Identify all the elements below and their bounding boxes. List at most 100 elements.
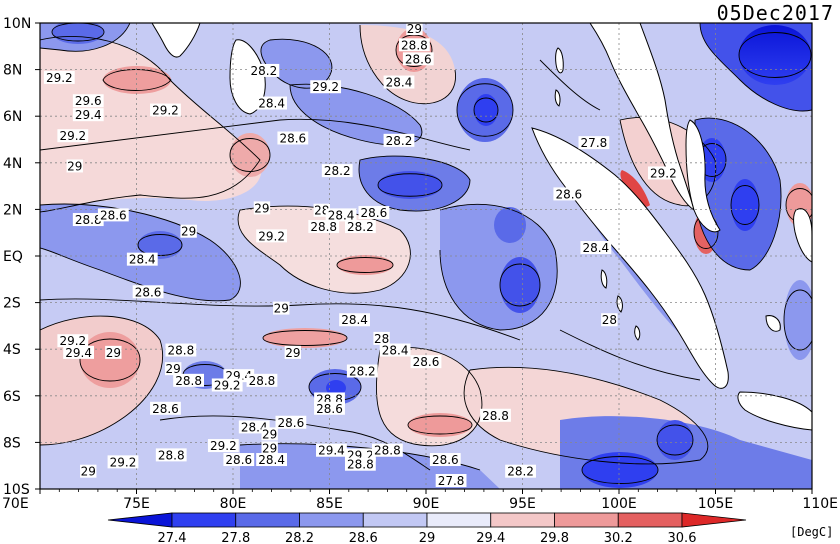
contour-label: 28.6 (150, 401, 181, 416)
contour-label: 29.2 (211, 378, 243, 392)
contour-label: 28.6 (132, 285, 164, 299)
land-malay-peninsula (685, 119, 721, 233)
contour-label-text: 28.4 (328, 208, 355, 222)
land-island-3 (634, 325, 641, 341)
colorbar-tick-label: 28.2 (285, 531, 314, 544)
contour-label-bg (316, 443, 347, 457)
cool-core-6s-inner (326, 380, 346, 396)
contour-label-bg (246, 373, 278, 387)
land-island-4 (765, 315, 781, 332)
contour-label-bg (207, 439, 239, 453)
cool-core-eq-west (138, 231, 182, 259)
contour-label-text: 28.4 (382, 344, 409, 358)
contour-label-text: 28.6 (279, 132, 306, 146)
y-tick-label: 8N (3, 63, 22, 79)
contour-label: 28.2 (346, 364, 378, 379)
contour-label-text: 29.2 (214, 378, 241, 392)
contour-label-bg (383, 133, 415, 147)
contour-label-bg (223, 453, 255, 467)
contour-label-bg (429, 453, 461, 467)
contour-label: 29 (164, 362, 182, 376)
contour-label-bg (273, 301, 290, 315)
contour-label-text: 29 (407, 22, 422, 36)
x-tick-label: 105E (698, 496, 734, 512)
contour-label: 29 (180, 224, 197, 239)
contour-label-text: 29 (81, 465, 96, 479)
colorbar-tick-label: 27.8 (221, 531, 250, 544)
contour-label-bg (399, 38, 430, 52)
colorbar-segment (617, 512, 683, 528)
colorbar-segment (299, 512, 364, 528)
colorbar-segment (171, 512, 237, 528)
contour-label-bg (261, 427, 278, 441)
contour-label-text: 28.6 (225, 453, 252, 467)
contour-label: 28.2 (248, 63, 280, 78)
contour-label: 29.4 (316, 443, 347, 458)
contour-label-bg (180, 224, 197, 238)
contour-label: 28.8 (165, 343, 197, 358)
contour-label-text: 27.8 (438, 474, 465, 488)
colorbar-segment (490, 512, 555, 528)
contour-label-bg (373, 331, 390, 345)
contour-label-bg (150, 401, 181, 415)
contour-label: 29 (284, 345, 302, 360)
contour-label: 28.2 (383, 133, 415, 148)
contour-label-bg (480, 408, 511, 422)
contour-label: 29 (66, 159, 83, 173)
contour-label-bg (261, 441, 278, 455)
contour-label-text: 29.4 (75, 108, 102, 122)
colorbar-tick-label: 29.4 (476, 531, 505, 544)
contour-label: 28.4 (339, 313, 370, 327)
colorbar-segment (235, 512, 300, 528)
contour-label-text: 28.6 (316, 402, 343, 416)
colorbar-tick-label: 30.6 (668, 531, 697, 544)
land-india (151, 23, 201, 58)
contour-label-text: 28.6 (361, 206, 388, 220)
colorbar-segment (362, 512, 428, 528)
cool-core-northeast (739, 25, 811, 85)
contour-label: 29 (105, 345, 122, 360)
contour-label: 29.2 (57, 129, 89, 143)
contour-label-text: 29.2 (210, 439, 237, 453)
contour-label-text: 28.2 (507, 465, 534, 479)
colorbar-tick-label: 29.8 (540, 531, 569, 544)
contour-label: 29 (273, 301, 290, 316)
contour-label-text: 28.6 (135, 285, 162, 299)
colorbar-tick-label: 29 (419, 531, 436, 544)
y-tick-label: 8S (3, 435, 21, 451)
contour-label-text: 28.8 (374, 444, 401, 458)
contour-label-bg (107, 455, 139, 469)
contour-label-bg (601, 313, 618, 327)
x-tick-label: 110E (802, 496, 838, 512)
contour-label: 28.8 (480, 408, 511, 423)
contour-label-text: 28.2 (324, 164, 351, 178)
gridlines (40, 23, 812, 489)
contour-label: 28.4 (580, 241, 612, 255)
contour-label-bg (256, 229, 287, 243)
contour-label-text: 28.4 (341, 313, 368, 327)
contour-label-bg (379, 343, 411, 357)
warm-core-4 (263, 328, 347, 348)
contour-labels: 29.229.629.429.229.22928.228.429.228.629… (43, 22, 679, 488)
contour-label-bg (402, 52, 434, 66)
contour-label-bg (310, 80, 342, 94)
warm-core-sumatra (620, 170, 650, 207)
contour-label: 28.6 (429, 453, 461, 467)
contour-label-text: 29 (254, 201, 269, 215)
contour-label: 28.8 (173, 373, 205, 388)
y-tick-label: 6S (3, 389, 21, 405)
contour-label-text: 28.8 (75, 213, 102, 227)
contour-label-text: 28.2 (251, 64, 278, 78)
y-tick-label: 2S (3, 296, 21, 312)
land-island-1 (600, 269, 608, 289)
contour-label-bg (256, 96, 287, 110)
contour-label: 29 (261, 441, 278, 455)
contour-label: 28 (373, 331, 390, 346)
y-axis: 10N 8N 6N 4N 2N EQ 2S 4S 6S 8S 10S (3, 16, 40, 498)
contour-label-text: 29.2 (110, 455, 137, 469)
contour-label: 27.8 (578, 136, 610, 150)
contour-label-text: 28.8 (482, 409, 509, 423)
warm-core-3 (80, 332, 140, 388)
contour-label-text: 28.8 (249, 374, 276, 388)
